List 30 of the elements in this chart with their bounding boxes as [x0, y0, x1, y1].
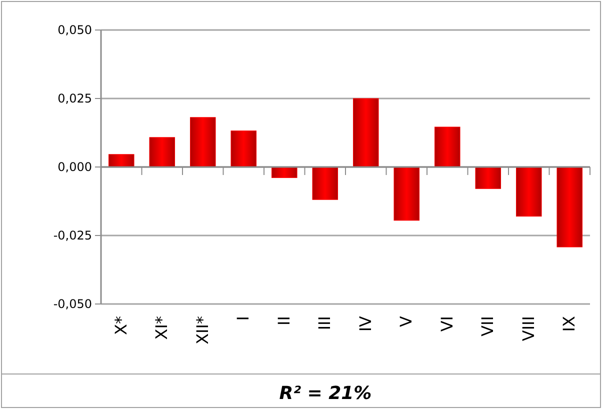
y-tick-label: -0,025 [53, 228, 92, 242]
y-tick-label: 0,050 [58, 22, 92, 37]
x-tick-label: IX [560, 316, 579, 332]
x-axis-title: R² = 21% [279, 383, 372, 404]
bar [434, 126, 460, 168]
bar [394, 166, 420, 221]
bar [475, 166, 502, 189]
x-tick-label: IV [356, 316, 375, 332]
x-tick-label: I [234, 316, 253, 321]
x-tick-label: V [396, 316, 416, 327]
bar [271, 166, 298, 178]
x-tick-label: VII [478, 316, 498, 336]
x-tick-label: VI [437, 316, 456, 332]
bar [149, 137, 176, 168]
bar [516, 166, 542, 217]
x-tick-label: III [315, 316, 334, 330]
x-tick-label: XII* [192, 316, 212, 344]
y-tick-label: 0,000 [58, 160, 92, 174]
bar [230, 130, 257, 168]
bar [556, 166, 583, 248]
bar [108, 154, 134, 168]
x-tick-label: X* [111, 316, 130, 335]
bar [352, 98, 379, 168]
y-tick-label: -0,050 [53, 296, 92, 311]
x-tick-label: II [274, 316, 294, 326]
y-tick-label: 0,025 [58, 91, 92, 106]
x-tick-label: VIII [518, 316, 538, 342]
x-tick-label: XI* [152, 316, 172, 340]
bar [190, 117, 216, 168]
bar [312, 166, 338, 200]
